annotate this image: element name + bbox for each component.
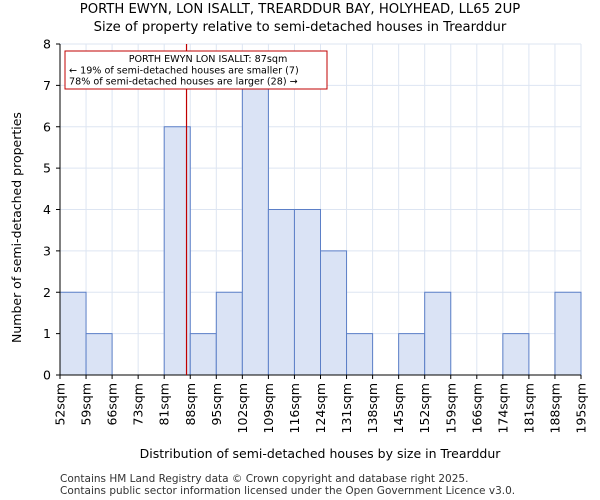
x-axis-label: Distribution of semi-detached houses by … bbox=[140, 446, 502, 461]
x-tick-label: 145sqm bbox=[391, 383, 406, 433]
bar bbox=[241, 84, 269, 376]
ticks-layer: 0 1 2 3 4 5 6 7 8 52sqm 59sqm 66sqm 73sqm 81sqm 88sqm 9… bbox=[43, 37, 588, 434]
x-tick-label: 138sqm bbox=[365, 383, 380, 433]
x-tick-label: 195sqm bbox=[574, 383, 589, 433]
x-tick-label: 95sqm bbox=[209, 383, 224, 426]
x-tick-label: 66sqm bbox=[105, 383, 120, 426]
annotation-box bbox=[64, 50, 328, 90]
footer-copyright: Contains HM Land Registry data © Crown c… bbox=[60, 473, 469, 485]
bar bbox=[59, 291, 87, 376]
x-tick-label: 159sqm bbox=[443, 383, 458, 433]
bar bbox=[85, 333, 113, 376]
x-tick-label: 116sqm bbox=[287, 383, 302, 433]
y-tick-label: 5 bbox=[43, 161, 51, 176]
annotation-smaller: ← 19% of semi-detached houses are smalle… bbox=[69, 66, 299, 77]
bar bbox=[267, 209, 295, 376]
x-tick-label: 124sqm bbox=[313, 383, 328, 433]
bar bbox=[398, 333, 426, 376]
bar bbox=[424, 291, 452, 376]
bar bbox=[215, 291, 243, 376]
x-tick-label: 52sqm bbox=[53, 383, 68, 426]
annotation-larger: 78% of semi-detached houses are larger (… bbox=[69, 77, 298, 88]
x-tick-label: 102sqm bbox=[235, 383, 250, 433]
x-tick-label: 181sqm bbox=[521, 383, 536, 433]
footer-licence: Contains public sector information licen… bbox=[60, 485, 516, 497]
histogram-chart: 0 1 2 3 4 5 6 7 8 52sqm 59sqm 66sqm 73sqm 81sqm 88sqm 9… bbox=[43, 37, 588, 462]
y-tick-label: 0 bbox=[43, 368, 51, 383]
x-tick-label: 109sqm bbox=[261, 383, 276, 433]
x-tick-label: 131sqm bbox=[339, 383, 354, 433]
bar bbox=[554, 291, 582, 376]
chart-title: PORTH EWYN, LON ISALLT, TREARDDUR BAY, H… bbox=[79, 2, 521, 17]
bar bbox=[293, 209, 322, 376]
x-tick-label: 152sqm bbox=[417, 383, 432, 433]
y-tick-label: 3 bbox=[43, 243, 51, 258]
chart-subtitle: Size of property relative to semi-detach… bbox=[93, 20, 507, 35]
annotation-title: PORTH EWYN LON ISALLT: 87sqm bbox=[129, 54, 288, 65]
bar bbox=[163, 126, 191, 376]
x-tick-label: 88sqm bbox=[183, 383, 198, 426]
y-tick-label: 7 bbox=[43, 78, 51, 93]
y-tick-label: 1 bbox=[43, 326, 51, 341]
y-tick-label: 2 bbox=[43, 285, 51, 300]
x-tick-label: 73sqm bbox=[131, 383, 146, 426]
bar bbox=[502, 333, 530, 376]
bar bbox=[320, 250, 348, 376]
marker-layer: PORTH EWYN LON ISALLT: 87sqm← 19% of sem… bbox=[64, 44, 328, 375]
bar bbox=[189, 333, 217, 376]
x-tick-label: 188sqm bbox=[547, 383, 562, 433]
bars-layer bbox=[59, 84, 582, 376]
x-tick-label: 81sqm bbox=[157, 383, 172, 426]
x-tick-label: 59sqm bbox=[79, 383, 94, 426]
y-axis-label: Number of semi-detached properties bbox=[9, 112, 24, 343]
x-tick-label: 166sqm bbox=[469, 383, 484, 433]
y-tick-label: 4 bbox=[43, 202, 51, 217]
x-tick-label: 174sqm bbox=[495, 383, 510, 433]
y-tick-label: 8 bbox=[43, 37, 51, 52]
y-tick-label: 6 bbox=[43, 119, 51, 134]
bar bbox=[346, 333, 374, 376]
